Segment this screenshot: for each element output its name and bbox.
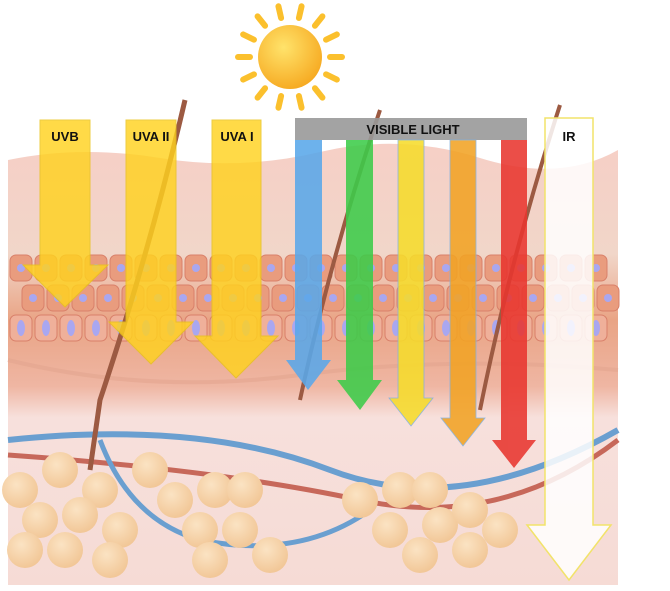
fat-cell (452, 492, 488, 528)
cell-nucleus (29, 294, 37, 302)
cell-nucleus (592, 264, 600, 272)
uvb-label: UVB (51, 129, 78, 144)
fat-cell (92, 542, 128, 578)
cell-nucleus (67, 320, 75, 336)
cell-nucleus (279, 294, 287, 302)
uva1-arrow (193, 119, 280, 379)
visible-light-bar (295, 118, 527, 140)
cell-nucleus (117, 264, 125, 272)
cell-nucleus (17, 264, 25, 272)
cell-nucleus (329, 294, 337, 302)
cell-nucleus (492, 264, 500, 272)
uva2-label: UVA II (133, 129, 170, 144)
cell-nucleus (592, 320, 600, 336)
fat-cell (42, 452, 78, 488)
sun-ray (254, 85, 269, 101)
fat-cell (412, 472, 448, 508)
fat-cell (192, 542, 228, 578)
sun-ray (275, 3, 285, 22)
fat-cells (2, 452, 518, 578)
fat-cell (342, 482, 378, 518)
cell-nucleus (179, 294, 187, 302)
fat-cell (227, 472, 263, 508)
red-light-arrow (492, 140, 536, 468)
cell-nucleus (442, 264, 450, 272)
sun-ray (240, 71, 257, 83)
fat-cell (62, 497, 98, 533)
sun-ray (240, 31, 257, 43)
cell-nucleus (604, 294, 612, 302)
cell-nucleus (529, 294, 537, 302)
sun-ray (295, 3, 305, 22)
cell-nucleus (104, 294, 112, 302)
uva2-arrow (107, 119, 195, 365)
sun-ray (323, 31, 340, 43)
fat-cell (197, 472, 233, 508)
fat-cell (47, 532, 83, 568)
cell-nucleus (192, 264, 200, 272)
ir-arrow (525, 117, 613, 582)
fat-cell (402, 537, 438, 573)
cell-nucleus (79, 294, 87, 302)
cell-nucleus (267, 264, 275, 272)
fat-cell (422, 507, 458, 543)
fat-cell (157, 482, 193, 518)
cell-nucleus (192, 320, 200, 336)
fat-cell (82, 472, 118, 508)
fat-cell (102, 512, 138, 548)
cell-nucleus (17, 320, 25, 336)
uvb-arrow (21, 119, 110, 308)
visible-light-label: VISIBLE LIGHT (366, 122, 459, 137)
orange-light-arrow (440, 139, 486, 447)
uva1-label: UVA I (220, 129, 253, 144)
fat-cell (7, 532, 43, 568)
fat-cell (2, 472, 38, 508)
fat-cell (182, 512, 218, 548)
sun-ray (295, 92, 305, 111)
fat-cell (22, 502, 58, 538)
cell-nucleus (479, 294, 487, 302)
sun-ray (323, 71, 340, 83)
cell-nucleus (267, 320, 275, 336)
cell-nucleus (429, 294, 437, 302)
fat-cell (452, 532, 488, 568)
sun-ray (254, 13, 269, 29)
cell-nucleus (204, 294, 212, 302)
fat-cell (372, 512, 408, 548)
fat-cell (222, 512, 258, 548)
cell-nucleus (92, 320, 100, 336)
cell-nucleus (379, 294, 387, 302)
sun-ray (311, 13, 326, 29)
ir-label: IR (563, 129, 577, 144)
vein (7, 427, 620, 491)
fat-cell (132, 452, 168, 488)
cell-nucleus (42, 320, 50, 336)
blue-light-arrow (286, 140, 331, 390)
fat-cell (252, 537, 288, 573)
sun-icon (235, 3, 345, 111)
yellow-light-arrow (388, 139, 434, 427)
sun-ray (275, 92, 285, 111)
sun-ray (311, 85, 326, 101)
fat-cell (382, 472, 418, 508)
cell-nucleus (442, 320, 450, 336)
green-light-arrow (337, 140, 382, 410)
fat-cell (482, 512, 518, 548)
